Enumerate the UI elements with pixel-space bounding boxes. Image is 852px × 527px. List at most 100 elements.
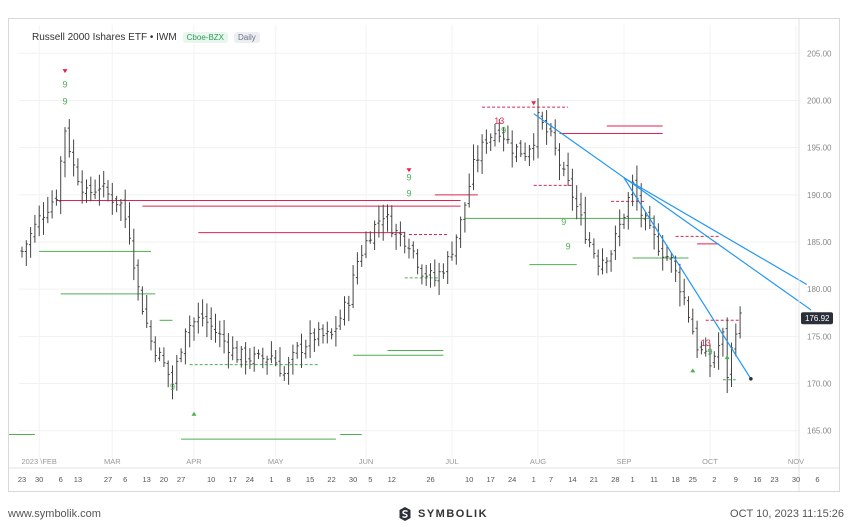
ohlc-bar bbox=[403, 231, 407, 254]
month-label: OCT bbox=[702, 457, 718, 466]
ohlc-bar bbox=[523, 142, 527, 161]
price-bars bbox=[20, 98, 742, 400]
day-label: 30 bbox=[35, 475, 43, 484]
ohlc-bar bbox=[218, 320, 222, 348]
ohlc-bar bbox=[373, 220, 377, 250]
ohlc-bar bbox=[282, 366, 286, 381]
day-label: 13 bbox=[74, 475, 82, 484]
sell-marker bbox=[406, 168, 412, 173]
ohlc-bar bbox=[153, 336, 157, 363]
ohlc-bar bbox=[502, 126, 506, 152]
ohlc-bar bbox=[484, 129, 488, 154]
ohlc-bar bbox=[613, 225, 617, 261]
ohlc-bar bbox=[699, 341, 703, 355]
day-label: 15 bbox=[306, 475, 314, 484]
ohlc-bar bbox=[575, 185, 579, 220]
ohlc-bar bbox=[532, 133, 536, 161]
ohlc-bar bbox=[321, 324, 325, 344]
ohlc-bar bbox=[450, 241, 454, 261]
period-badge[interactable]: Daily bbox=[234, 32, 260, 43]
month-label: NOV bbox=[788, 457, 804, 466]
ohlc-bar bbox=[420, 264, 424, 285]
ohlc-bar bbox=[231, 336, 235, 361]
ohlc-bar bbox=[605, 256, 609, 274]
y-tick-label: 180.00 bbox=[807, 285, 832, 294]
ohlc-bar bbox=[609, 250, 613, 272]
count-signal: 9 bbox=[707, 347, 712, 357]
count-signal: 9 bbox=[62, 96, 67, 106]
ohlc-bar bbox=[721, 327, 725, 357]
count-signal: 13 bbox=[494, 116, 504, 126]
ohlc-bar bbox=[244, 342, 248, 375]
ohlc-bar bbox=[188, 315, 192, 348]
website-link[interactable]: www.symbolik.com bbox=[8, 508, 101, 520]
chart-header: Russell 2000 Ishares ETF • IWM Cboe-BZX … bbox=[32, 32, 260, 43]
ohlc-bar bbox=[192, 317, 196, 341]
y-tick-label: 165.00 bbox=[807, 427, 832, 436]
ohlc-bar bbox=[493, 124, 497, 147]
ohlc-bar bbox=[454, 234, 458, 265]
ohlc-bar bbox=[132, 228, 136, 281]
ohlc-bar bbox=[579, 192, 583, 226]
day-label: 6 bbox=[123, 475, 127, 484]
ohlc-bar bbox=[691, 308, 695, 335]
ohlc-bar bbox=[222, 319, 226, 354]
ohlc-bar bbox=[385, 204, 390, 232]
ohlc-bar bbox=[570, 168, 574, 211]
ohlc-bar bbox=[291, 344, 295, 375]
ohlc-bar bbox=[557, 143, 562, 181]
ohlc-bar bbox=[562, 161, 566, 177]
ohlc-bar bbox=[467, 173, 471, 208]
day-label: 12 bbox=[388, 475, 396, 484]
y-tick-label: 200.00 bbox=[807, 96, 832, 105]
day-label: 30 bbox=[349, 475, 357, 484]
ohlc-bar bbox=[398, 221, 402, 247]
y-tick-label: 205.00 bbox=[807, 49, 832, 58]
day-label: 30 bbox=[792, 475, 800, 484]
ohlc-bar bbox=[162, 347, 166, 368]
ohlc-bar bbox=[67, 119, 71, 158]
y-tick-label: 170.00 bbox=[807, 380, 832, 389]
footer: www.symbolik.com SYMBOLIK OCT 10, 2023 1… bbox=[8, 506, 844, 524]
ohlc-bar bbox=[678, 263, 682, 307]
ohlc-bar bbox=[682, 278, 686, 306]
day-label: 25 bbox=[689, 475, 697, 484]
ohlc-bar bbox=[97, 174, 101, 206]
ohlc-bar bbox=[265, 355, 269, 375]
ohlc-bar bbox=[308, 320, 312, 359]
count-signal: 9 bbox=[566, 242, 571, 252]
day-label: 10 bbox=[207, 475, 215, 484]
ohlc-bar bbox=[299, 333, 304, 369]
month-label: APR bbox=[186, 457, 202, 466]
current-price-label: 176.92 bbox=[805, 314, 830, 323]
day-label: 17 bbox=[229, 475, 237, 484]
current-price-tag bbox=[801, 312, 833, 325]
levels bbox=[9, 106, 741, 440]
ohlc-bar bbox=[545, 110, 549, 145]
ohlc-bar bbox=[433, 259, 437, 287]
exchange-badge: Cboe-BZX bbox=[182, 32, 229, 43]
buy-marker bbox=[690, 368, 696, 373]
ohlc-bar bbox=[239, 345, 243, 368]
day-label: 5 bbox=[368, 475, 372, 484]
ohlc-bar bbox=[437, 262, 441, 296]
ohlc-bar bbox=[648, 205, 652, 229]
ohlc-bar bbox=[519, 140, 523, 158]
ohlc-bar bbox=[170, 365, 175, 400]
y-axis: 205.00 200.00 195.00 190.00 185.00 180.00 175.… bbox=[798, 19, 833, 491]
ohlc-bar bbox=[166, 360, 170, 388]
ohlc-bar bbox=[480, 134, 484, 175]
day-label: 21 bbox=[590, 475, 598, 484]
day-label: 13 bbox=[143, 475, 151, 484]
ohlc-bar bbox=[656, 223, 660, 256]
ohlc-bar bbox=[497, 119, 501, 143]
ohlc-bar bbox=[390, 205, 394, 238]
ohlc-bar bbox=[459, 216, 463, 249]
day-label: 14 bbox=[568, 475, 576, 484]
ohlc-bar bbox=[510, 130, 514, 168]
ohlc-bar bbox=[127, 202, 132, 245]
ohlc-bar bbox=[149, 320, 153, 351]
ohlc-bar bbox=[54, 189, 58, 206]
